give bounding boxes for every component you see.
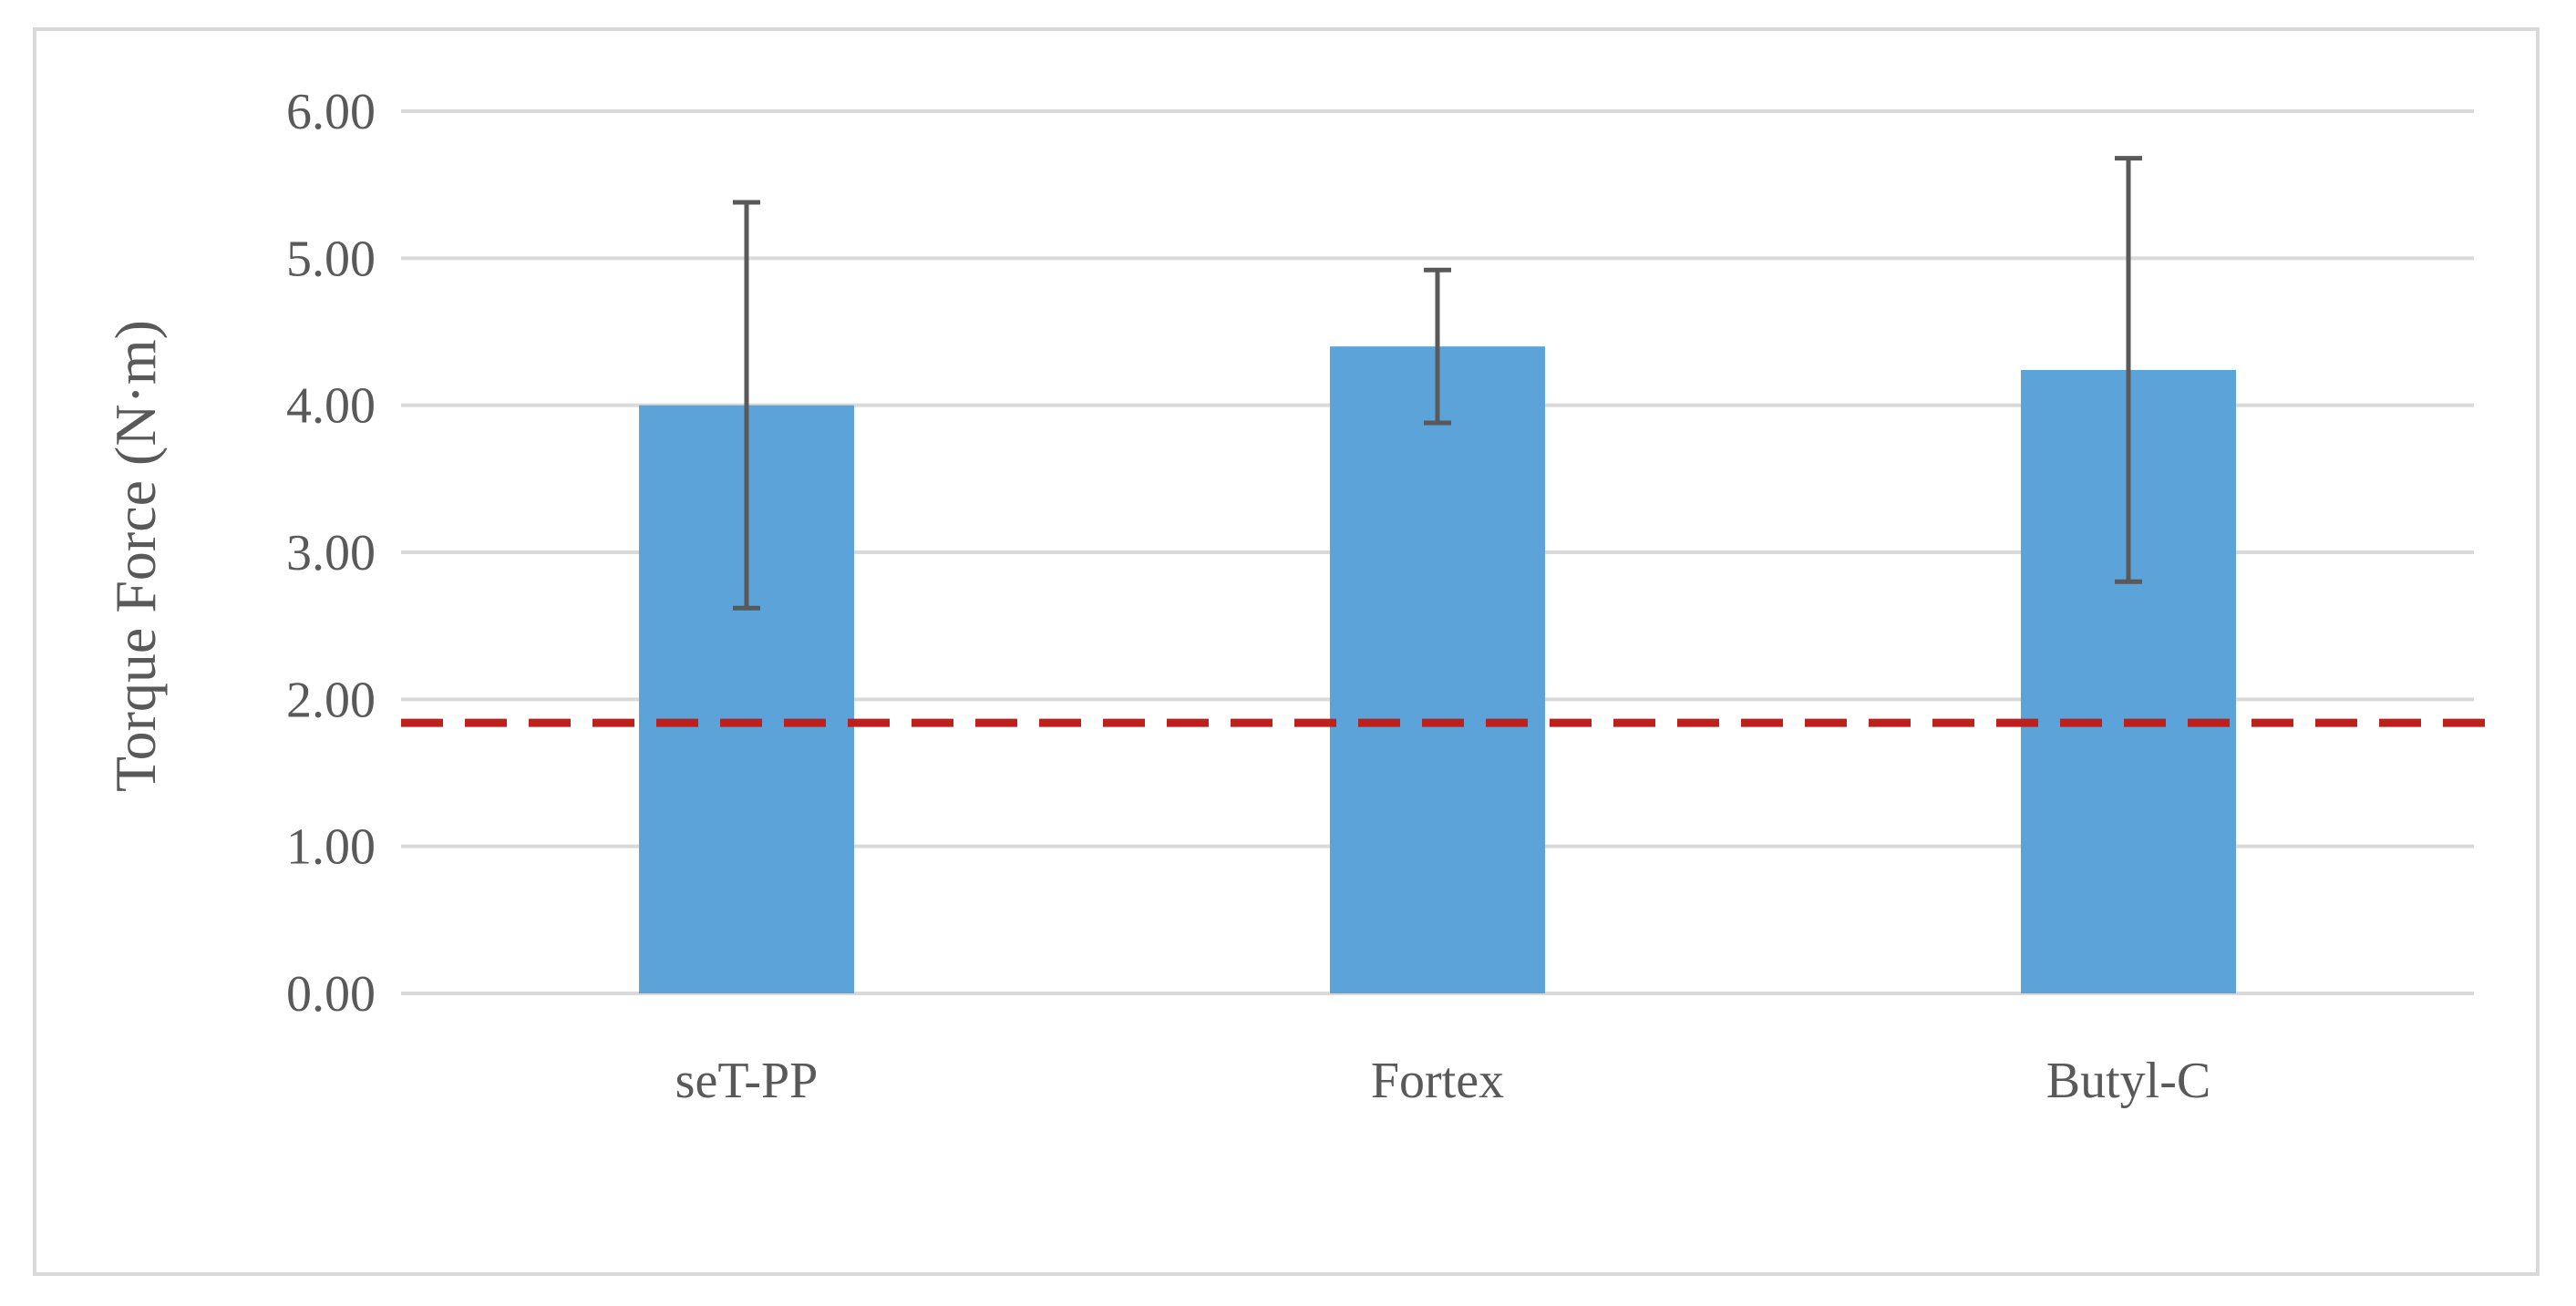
x-tick-label: Fortex xyxy=(1371,1053,1504,1109)
y-tick-label: 5.00 xyxy=(286,231,376,287)
x-tick-label: seT-PP xyxy=(675,1053,819,1109)
y-tick-labels: 0.00 1.00 2.00 3.00 4.00 5.00 6.00 xyxy=(286,84,376,1023)
y-tick-label: 1.00 xyxy=(286,819,376,876)
x-tick-labels: seT-PP Fortex Butyl-C xyxy=(675,1053,2211,1109)
y-tick-label: 4.00 xyxy=(286,378,376,435)
x-tick-label: Butyl-C xyxy=(2046,1053,2210,1109)
bars xyxy=(639,346,2236,994)
bar xyxy=(1330,346,1545,994)
y-axis-title: Torque Force (N·m) xyxy=(103,320,168,792)
y-tick-label: 3.00 xyxy=(286,525,376,581)
y-tick-label: 2.00 xyxy=(286,672,376,728)
y-tick-label: 6.00 xyxy=(286,84,376,140)
error-bars xyxy=(733,156,2142,611)
y-tick-label: 0.00 xyxy=(286,966,376,1023)
